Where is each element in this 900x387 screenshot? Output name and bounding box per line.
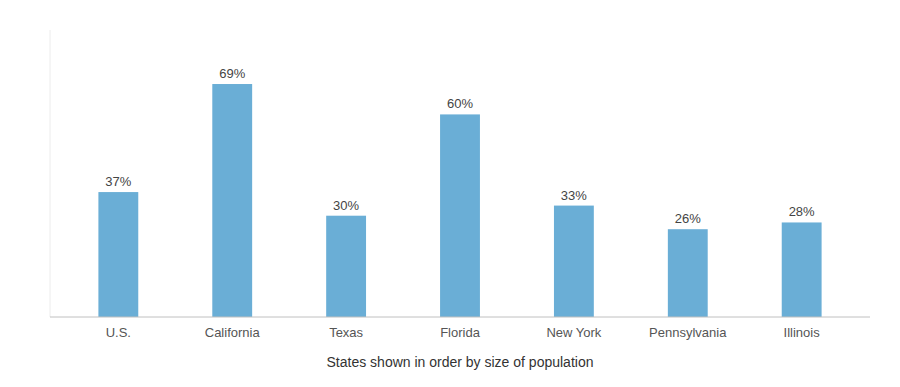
data-label: 69%	[219, 66, 245, 81]
y-axis-line	[50, 30, 51, 317]
x-tick-label: Texas	[329, 325, 363, 340]
x-tick-label: Illinois	[784, 325, 821, 340]
data-label: 26%	[675, 211, 701, 226]
bar	[554, 206, 594, 317]
bar	[440, 114, 480, 317]
data-label: 28%	[789, 204, 815, 219]
bar	[782, 222, 822, 317]
data-label: 37%	[105, 174, 131, 189]
x-tick-label: Florida	[440, 325, 481, 340]
bars	[98, 84, 821, 317]
chart-svg: 37% 69% 30% 60% 33% 26% 28% U.S. California Texas…	[0, 0, 900, 387]
data-label: 60%	[447, 96, 473, 111]
chart-container: 37% 69% 30% 60% 33% 26% 28% U.S. California Texas…	[0, 0, 900, 387]
data-label: 30%	[333, 198, 359, 213]
data-label: 33%	[561, 188, 587, 203]
x-tick-label: California	[205, 325, 261, 340]
x-axis-label: States shown in order by size of populat…	[327, 354, 594, 370]
bar	[668, 229, 708, 317]
x-tick-label: U.S.	[106, 325, 131, 340]
bar	[326, 216, 366, 317]
bar	[98, 192, 138, 317]
x-axis-line	[50, 317, 870, 318]
x-tick-label: Pennsylvania	[649, 325, 727, 340]
bar	[212, 84, 252, 317]
x-tick-label: New York	[546, 325, 601, 340]
